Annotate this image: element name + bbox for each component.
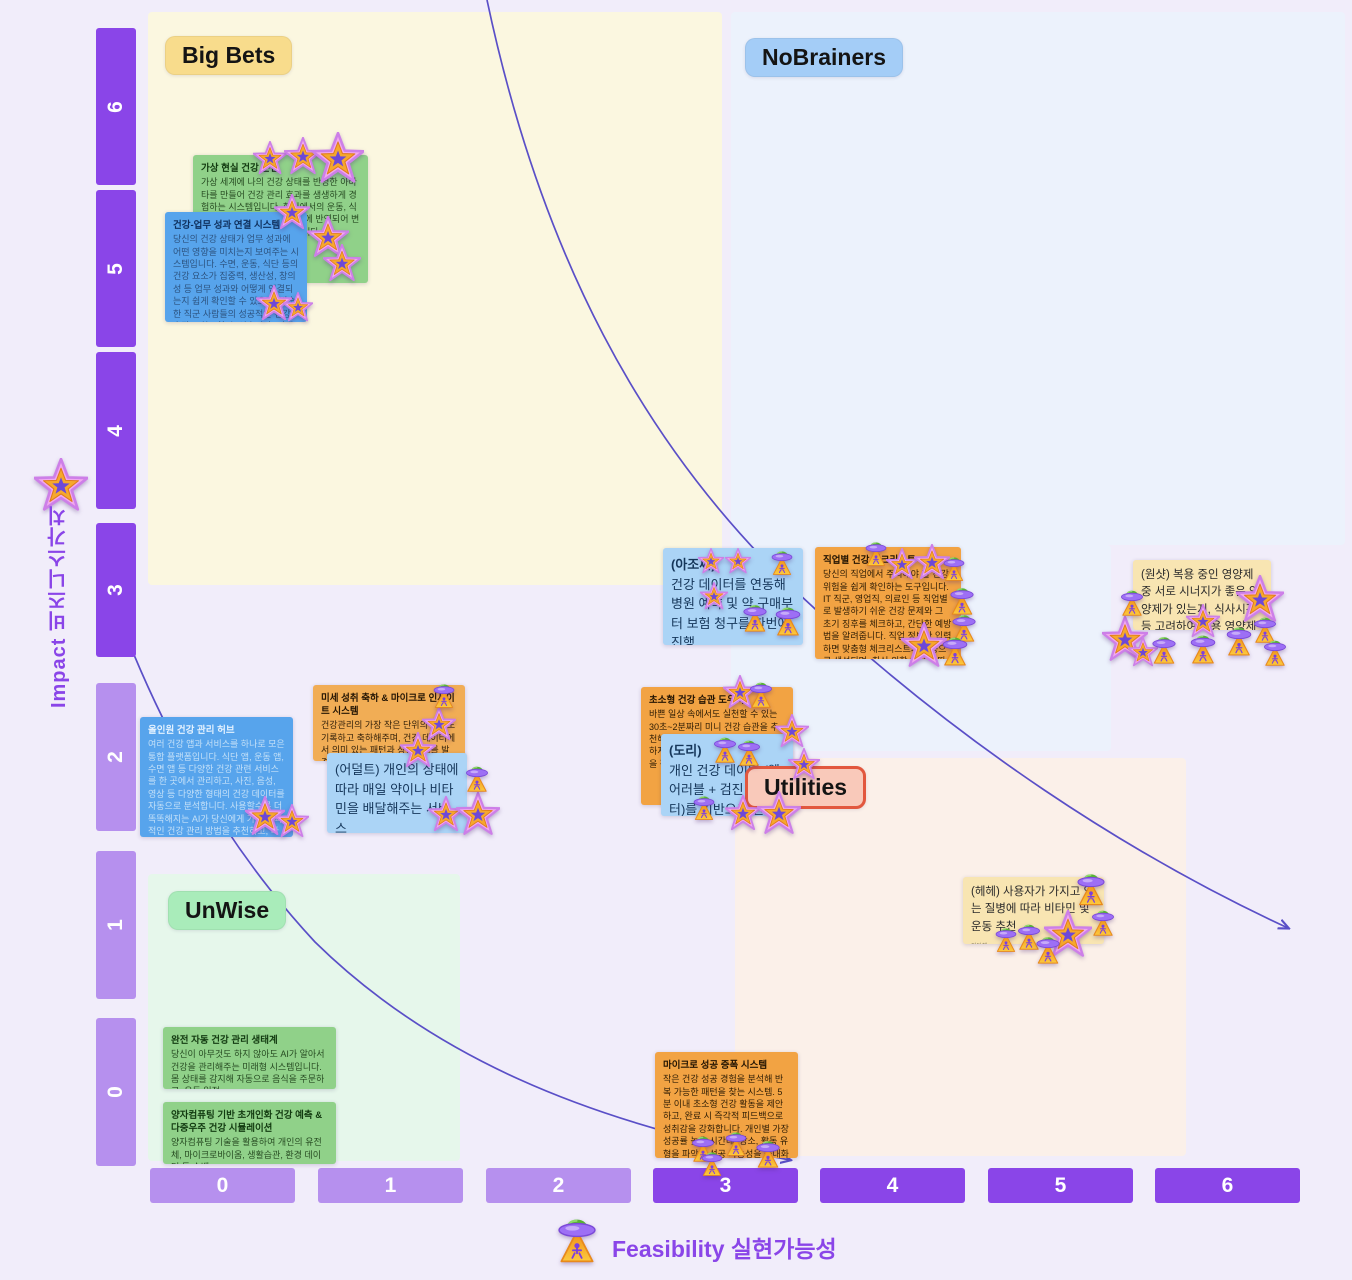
x-tick-3: 3 [653,1168,798,1203]
ufo-sticker-icon[interactable] [460,760,494,794]
ufo-sticker-icon[interactable] [766,545,798,577]
y-tick-4: 4 [96,352,136,509]
ufo-sticker-icon[interactable] [769,600,807,638]
star-sticker-icon[interactable] [775,714,809,748]
note-title: 마이크로 성공 증폭 시스템 [663,1060,768,1071]
star-sticker-icon[interactable] [725,795,761,831]
ufo-sticker-icon[interactable] [936,630,974,668]
note-work-performance-link[interactable]: 건강-업무 성과 연결 시스템 당신의 건강 상태가 업무 성과에 어떤 영향을… [165,212,307,322]
ufo-sticker-icon[interactable] [750,1134,786,1170]
ufo-sticker-icon[interactable] [1086,904,1120,938]
x-tick-4: 4 [820,1168,965,1203]
feasibility-ufo-icon [548,1208,606,1266]
y-tick-1: 1 [96,851,136,999]
x-tick-0: 0 [150,1168,295,1203]
note-body: 당신이 아무것도 하지 않아도 AI가 알아서 건강을 관리해주는 미래형 시스… [171,1049,325,1089]
note-title: 가상 현실 건강 분신 [201,163,279,174]
note-micro-success-amplifier[interactable]: 마이크로 성공 증폭 시스템 작은 건강 성공 경험을 분석해 반복 가능한 패… [655,1052,798,1158]
note-body: 당신의 직업에서 주의해야 할 건강 위험을 쉽게 확인하는 도구입니다. IT… [823,569,952,659]
y-tick-5: 5 [96,190,136,347]
ufo-sticker-icon[interactable] [1184,628,1222,666]
star-sticker-icon[interactable] [275,804,309,838]
note-body: 양자컴퓨팅 기술을 활용하여 개인의 유전체, 마이크로바이옴, 생활습관, 환… [171,1137,322,1164]
x-tick-6: 6 [1155,1168,1300,1203]
y-tick-0: 0 [96,1018,136,1166]
ufo-sticker-icon[interactable] [732,734,766,768]
quadrant-utilities-area [735,758,1186,1156]
ufo-sticker-icon[interactable] [428,678,460,710]
note-title: 직업별 건강 체크리스트 [823,555,916,566]
ufo-sticker-icon[interactable] [1258,634,1292,668]
note-quantum-simulation[interactable]: 양자컴퓨팅 기반 초개인화 건강 예측 & 다중우주 건강 시뮬레이션 양자컴퓨… [163,1102,336,1164]
y-tick-6: 6 [96,28,136,185]
star-sticker-icon[interactable] [725,548,751,574]
quadrant-nobrainers-area [731,12,1345,545]
star-sticker-icon[interactable] [700,582,728,610]
ufo-sticker-icon[interactable] [1146,630,1182,666]
quadrant-label-big-bets[interactable]: Big Bets [165,36,293,75]
note-title: 초소형 건강 습관 도우미 [649,695,745,706]
y-tick-2: 2 [96,683,136,831]
note-body: 작은 건강 성공 경험을 분석해 반복 가능한 패턴을 찾는 시스템. 5분 이… [663,1074,789,1158]
x-tick-1: 1 [318,1168,463,1203]
x-axis-label: Feasibility 실현가능성 [612,1236,837,1262]
ufo-sticker-icon[interactable] [1115,584,1149,618]
note-title: 양자컴퓨팅 기반 초개인화 건강 예측 & 다중우주 건강 시뮬레이션 [171,1110,323,1135]
note-full-auto-ecosystem[interactable]: 완전 자동 건강 관리 생태계 당신이 아무것도 하지 않아도 AI가 알아서 … [163,1027,336,1089]
star-sticker-icon[interactable] [274,194,310,230]
ufo-sticker-icon[interactable] [744,676,778,710]
ufo-sticker-icon[interactable] [1030,930,1066,966]
ufo-sticker-icon[interactable] [860,536,892,568]
x-tick-2: 2 [486,1168,631,1203]
ufo-sticker-icon[interactable] [696,1146,728,1178]
quadrant-label-unwise[interactable]: UnWise [168,891,287,930]
star-sticker-icon[interactable] [323,244,361,282]
ufo-sticker-icon[interactable] [1070,866,1112,908]
star-sticker-icon[interactable] [698,548,724,574]
star-sticker-icon[interactable] [253,141,287,175]
y-axis-label: Impact 비즈니스가치 [48,505,70,709]
note-title: 올인원 건강 관리 허브 [148,725,235,736]
ufo-sticker-icon[interactable] [938,551,970,583]
note-author: 정다혜 [971,943,1096,945]
note-title: 미세 성취 축하 & 마이크로 인사이트 시스템 [321,693,455,718]
star-sticker-icon[interactable] [283,292,313,322]
note-title: 건강-업무 성과 연결 시스템 [173,220,281,231]
star-sticker-icon[interactable] [400,732,436,768]
impact-star-icon [34,458,88,512]
ufo-sticker-icon[interactable] [737,598,773,634]
star-sticker-icon[interactable] [456,792,500,836]
y-tick-3: 3 [96,523,136,657]
note-all-in-one-health-hub[interactable]: 올인원 건강 관리 허브 여러 건강 앱과 서비스를 하나로 모은 통합 플랫폼… [140,717,293,837]
note-body: (헤헤) 사용자가 가지고 있는 질병에 따라 비타민 및 운동 추천 [971,886,1095,933]
star-sticker-icon[interactable] [757,791,801,835]
note-body: 당신의 건강 상태가 업무 성과에 어떤 영향을 미치는지 보여주는 시스템입니… [173,234,299,322]
ufo-sticker-icon[interactable] [688,790,720,822]
quadrant-label-nobrainers[interactable]: NoBrainers [745,38,903,77]
star-sticker-icon[interactable] [788,748,820,780]
star-sticker-icon[interactable] [312,132,364,184]
x-tick-5: 5 [988,1168,1133,1203]
note-body: 여러 건강 앱과 서비스를 하나로 모은 통합 플랫폼입니다. 식단 앱, 운동… [148,739,285,836]
ufo-sticker-icon[interactable] [990,922,1022,954]
note-title: 완전 자동 건강 관리 생태계 [171,1035,278,1046]
